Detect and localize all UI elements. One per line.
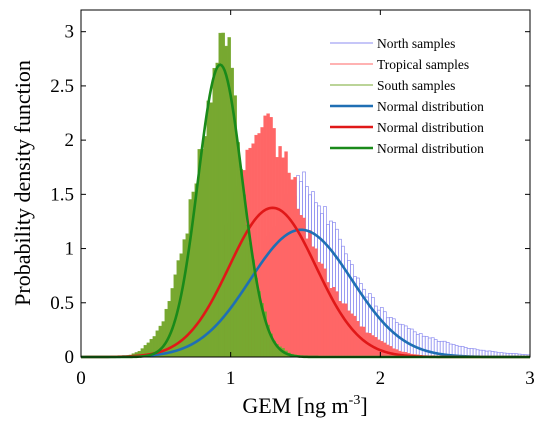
histogram-bar [215, 62, 219, 358]
y-tick-label: 0 [65, 347, 75, 368]
histogram-bar [272, 128, 276, 358]
histogram-bar [344, 303, 348, 358]
histogram-bar [430, 337, 435, 358]
histogram-bar [418, 333, 423, 358]
histogram-bar [305, 238, 309, 358]
histogram-bar [287, 172, 291, 358]
legend-label: Tropical samples [377, 57, 469, 72]
histogram-bar [242, 194, 246, 358]
histogram-bar [415, 334, 420, 358]
histogram-bar [341, 303, 345, 358]
histogram-bar [245, 224, 249, 358]
histogram-bar [356, 321, 360, 358]
x-tick-label: 0 [76, 368, 86, 389]
histogram-bar [266, 113, 270, 358]
x-tick-label: 1 [226, 368, 236, 389]
legend-item: North samples [330, 36, 455, 51]
histogram-bar [350, 313, 354, 358]
x-axis-label-close: ] [360, 393, 367, 418]
legend-label: Normal distribution [377, 99, 484, 114]
histogram-bar [278, 146, 282, 358]
legend-item: South samples [330, 78, 455, 93]
histogram-bar [421, 335, 426, 358]
histogram-bar [389, 346, 393, 358]
x-tick-label: 2 [376, 368, 386, 389]
y-tick-label: 1.5 [50, 184, 74, 205]
legend-item: Normal distribution [330, 99, 484, 114]
axes-frame [80, 9, 531, 358]
y-tick-label: 2 [65, 130, 75, 151]
x-axis-label-main: GEM [ng m [242, 393, 348, 418]
y-tick-label: 2.5 [50, 76, 74, 97]
histogram-bar [424, 336, 429, 358]
legend-label: Normal distribution [377, 120, 484, 135]
legend-label: North samples [377, 36, 455, 51]
x-axis-label: GEM [ng m-3] [242, 393, 367, 418]
histogram-bar [206, 100, 210, 358]
histogram-bar [353, 315, 357, 358]
y-tick-label: 0.5 [50, 293, 74, 314]
histogram-bar [275, 157, 279, 358]
histogram-bar [427, 337, 432, 358]
histogram-bar [409, 328, 414, 358]
histogram-bar [290, 179, 294, 358]
histogram-bar [248, 242, 252, 358]
histogram-bar [239, 169, 243, 358]
y-axis-ticks: 0 0.5 1 1.5 2 2.5 3 [50, 22, 530, 368]
x-axis-label-superscript: -3 [349, 393, 361, 408]
histogram-bar [347, 310, 351, 358]
legend-item: Normal distribution [330, 141, 484, 156]
legend-item: Tropical samples [330, 57, 469, 72]
legend-label: Normal distribution [377, 141, 484, 156]
histogram-bar [221, 32, 225, 358]
y-tick-label: 1 [65, 239, 75, 260]
histogram-bar [224, 45, 228, 358]
histogram-bar [359, 326, 363, 358]
histogram-bar [335, 291, 339, 358]
histogram-bar [383, 342, 387, 358]
x-axis-ticks: 0 1 2 3 [76, 10, 535, 389]
legend-label: South samples [377, 78, 455, 93]
histogram-bar [212, 67, 216, 358]
histogram-bar [203, 136, 207, 358]
histogram-bar [209, 102, 213, 358]
x-tick-label: 3 [525, 368, 535, 389]
legend: North samples Tropical samples South sampl… [330, 36, 484, 156]
legend-item: Normal distribution [330, 120, 484, 135]
histogram-bar [218, 32, 222, 358]
histogram-bar [269, 117, 273, 358]
histogram-bar [281, 157, 285, 358]
histogram-bar [412, 331, 417, 358]
plot-area [81, 32, 531, 359]
y-tick-label: 3 [65, 22, 75, 43]
histogram-bar [386, 344, 390, 358]
histogram-bar [200, 148, 204, 358]
histogram-bar [293, 177, 297, 358]
histogram-bar [284, 151, 288, 358]
y-axis-label: Probability density function [10, 60, 35, 306]
